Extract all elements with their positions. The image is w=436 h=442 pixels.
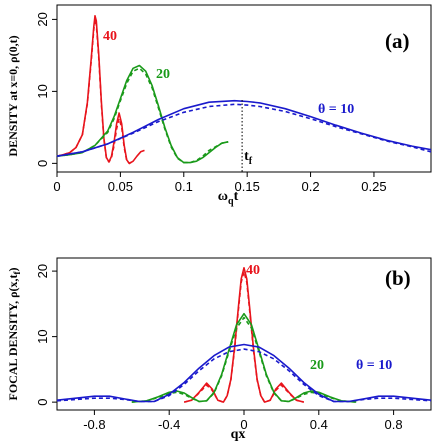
panel-a-y-ticks: 0 10 20: [35, 12, 57, 167]
panel-a-y-tick-label: 20: [35, 12, 50, 26]
panel-a-series-theta_40-dashed: [56, 18, 133, 165]
panel-b-series-theta_40-dashed: [184, 270, 304, 403]
panel-b-plot-area: [56, 266, 432, 403]
y-title-main: FOCAL DENSITY, ρ(x,t: [6, 274, 20, 400]
panel-a-series-theta_20-solid: [56, 64, 229, 164]
panel-a-y-tick-label: 10: [35, 84, 50, 98]
tf-label-main: t: [244, 149, 249, 164]
panel-b-y-tick-label: 20: [35, 264, 50, 278]
panel-b-x-ticks: -0.8 -0.4 0 0.4 0.8: [83, 410, 403, 432]
panel-a-x-tick-label: 0.2: [302, 179, 320, 194]
panel-a-frame: [56, 4, 432, 173]
panel-a-annotation-40: 40: [103, 29, 117, 44]
panel-b-y-tick-label: 10: [35, 329, 50, 343]
tf-label-sub: f: [249, 156, 253, 167]
panel-a: 0 0.05 0.1 0.15 0.2 0.25 0 10 20 (a) 40 20 θ = …: [6, 4, 432, 207]
panel-a-annotation-10: θ = 10: [318, 102, 354, 117]
panel-a-x-tick-label: 0.1: [175, 179, 193, 194]
panel-b: -0.8 -0.4 0 0.4 0.8 0 10 20 (b) 40 20 θ = 10 q…: [6, 257, 432, 442]
panel-b-series-theta_20-dashed: [131, 316, 357, 403]
panel-a-x-tick-label: 0.05: [108, 179, 133, 194]
panel-b-y-ticks: 0 10 20: [35, 264, 57, 406]
panel-b-x-tick-label: 0: [240, 417, 247, 432]
panel-a-y-axis-title: DENSITY at x=0, ρ(0,t): [6, 35, 20, 156]
panel-a-series-theta_20-dashed: [56, 67, 229, 164]
panel-a-x-ticks: 0 0.05 0.1 0.15 0.2 0.25: [53, 172, 387, 194]
panel-b-x-tick-label: 0.8: [385, 417, 403, 432]
panel-b-y-axis-title: FOCAL DENSITY, ρ(x,tf): [6, 268, 22, 401]
panel-a-annotation-20: 20: [156, 67, 170, 82]
y-title-sub: f: [12, 271, 22, 275]
panel-a-series-theta_40-solid: [56, 15, 145, 165]
panel-b-label: (b): [385, 266, 411, 290]
panel-a-x-axis-title: ωqt: [218, 189, 239, 207]
panel-a-label: (a): [385, 29, 410, 53]
panel-b-x-tick-label: -0.8: [83, 417, 105, 432]
tf-marker-label: tf: [244, 149, 253, 167]
y-title-tail: ): [6, 268, 20, 272]
panel-b-series-theta_40-solid: [184, 266, 304, 403]
panel-a-x-tick-label: 0: [53, 179, 60, 194]
panel-b-annotation-40: 40: [246, 263, 260, 278]
panel-a-x-tick-label: 0.15: [235, 179, 260, 194]
panel-b-series-theta_20-solid: [131, 312, 357, 403]
panel-b-annotation-10: θ = 10: [356, 358, 392, 373]
panel-b-series-theta_10-dashed: [56, 348, 432, 403]
panel-b-annotation-20: 20: [310, 358, 324, 373]
panel-b-x-axis-title: qx: [231, 427, 246, 442]
panel-a-x-tick-label: 0.25: [361, 179, 386, 194]
panel-b-x-tick-label: 0.4: [310, 417, 328, 432]
panel-a-plot-area: [56, 15, 432, 165]
x-title-omega: ω: [218, 189, 228, 204]
panel-b-y-tick-label: 0: [35, 399, 50, 406]
x-title-sub-q: q: [228, 196, 234, 207]
panel-b-series-theta_10-solid: [56, 343, 432, 403]
panel-b-x-tick-label: -0.4: [158, 417, 180, 432]
x-title-t: t: [234, 189, 239, 204]
panel-a-y-tick-label: 0: [35, 160, 50, 167]
panel-a-series-theta_10-dashed: [56, 103, 432, 157]
panel-b-frame: [56, 257, 432, 411]
